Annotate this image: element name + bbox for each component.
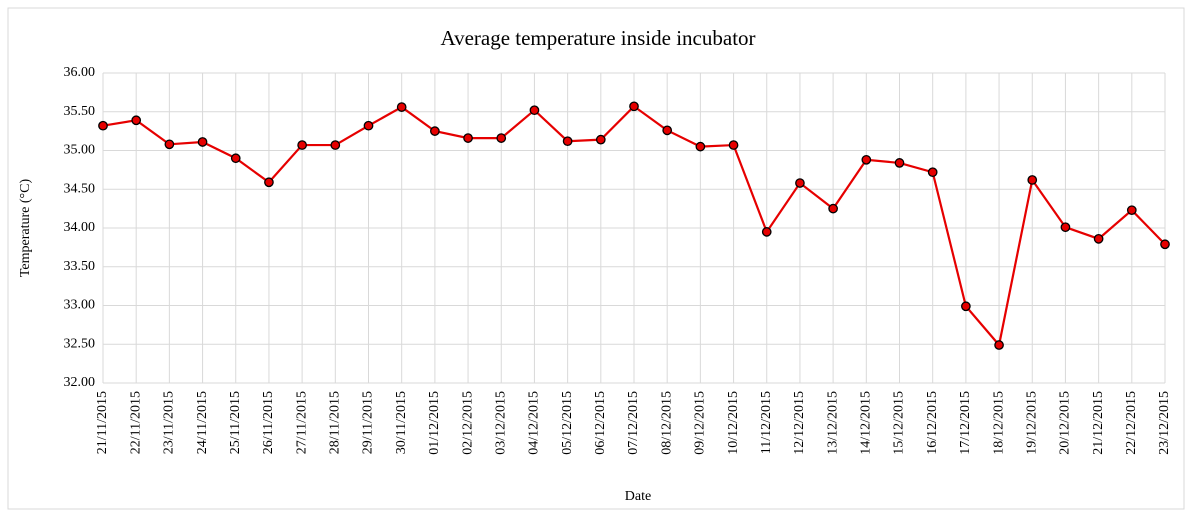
x-tick-label: 29/11/2015 [361,391,376,454]
x-tick-label: 26/11/2015 [261,391,276,454]
y-tick-label: 34.00 [64,220,96,235]
data-point [994,340,1004,350]
data-point [463,133,473,143]
y-tick-label: 34.50 [64,181,96,196]
x-tick-label: 12/12/2015 [792,391,807,455]
data-point [1027,175,1038,185]
x-tick-label: 30/11/2015 [394,391,409,454]
data-point [927,167,938,178]
x-tick-label: 05/12/2015 [560,391,575,455]
data-point [529,105,540,116]
x-tick-label: 21/11/2015 [95,391,110,454]
data-point [629,101,639,112]
x-tick-label: 27/11/2015 [294,391,309,454]
y-tick-label: 33.50 [64,259,96,274]
x-tick-label: 02/12/2015 [460,391,475,455]
data-point [595,134,606,145]
x-tick-label: 06/12/2015 [593,391,608,455]
y-tick-label: 35.00 [64,143,96,158]
x-tick-label: 15/12/2015 [892,391,907,455]
data-point [164,139,175,150]
data-point [264,177,274,188]
data-point [230,153,241,164]
x-tick-label: 19/12/2015 [1024,391,1039,455]
y-tick-label: 36.00 [64,65,96,80]
data-point [1093,234,1104,244]
x-tick-label: 22/11/2015 [128,391,143,454]
x-tick-label: 21/12/2015 [1091,391,1106,455]
x-tick-label: 20/12/2015 [1058,391,1073,455]
x-tick-label: 18/12/2015 [991,391,1006,455]
data-point [1160,239,1170,250]
data-point [396,102,407,112]
y-tick-label: 32.00 [64,375,96,390]
x-tick-label: 23/11/2015 [162,391,177,454]
data-point [795,178,805,188]
data-point [861,154,872,165]
data-point [297,140,307,150]
x-tick-label: 03/12/2015 [493,391,508,455]
data-point [197,137,208,147]
data-point [961,301,971,312]
x-tick-label: 09/12/2015 [693,391,708,455]
chart-title: Average temperature inside incubator [440,26,755,50]
chart-frame [7,7,1185,510]
x-tick-label: 22/12/2015 [1124,391,1139,455]
x-tick-label: 14/12/2015 [859,391,874,455]
data-point [662,125,673,136]
x-tick-label: 23/12/2015 [1157,391,1172,455]
y-tick-label: 32.50 [64,336,96,351]
data-point [1060,222,1071,233]
data-point [131,115,142,126]
data-point [894,158,905,168]
y-tick-label: 35.50 [64,104,96,119]
data-point [562,136,573,147]
x-tick-label: 13/12/2015 [825,391,840,455]
x-tick-label: 04/12/2015 [527,391,542,455]
data-point [761,227,772,237]
x-tick-label: 08/12/2015 [659,391,674,455]
data-point [828,203,838,214]
x-axis-label: Date [625,489,651,504]
data-point [98,120,108,131]
data-point [728,140,739,150]
data-point [1126,205,1137,216]
x-tick-label: 01/12/2015 [427,391,442,455]
data-point [496,133,507,143]
data-point [695,141,706,152]
data-point [363,120,374,131]
y-tick-label: 33.00 [64,298,96,313]
x-tick-label: 11/12/2015 [759,391,774,454]
x-tick-label: 16/12/2015 [925,391,940,455]
x-tick-label: 24/11/2015 [195,391,210,454]
x-tick-label: 10/12/2015 [726,391,741,455]
y-axis-label: Temperature (°C) [18,179,33,278]
data-point [430,126,440,136]
x-tick-label: 17/12/2015 [958,391,973,455]
x-tick-label: 07/12/2015 [626,391,641,455]
x-tick-label: 28/11/2015 [328,391,343,454]
data-point [330,140,341,150]
x-tick-label: 25/11/2015 [228,391,243,454]
